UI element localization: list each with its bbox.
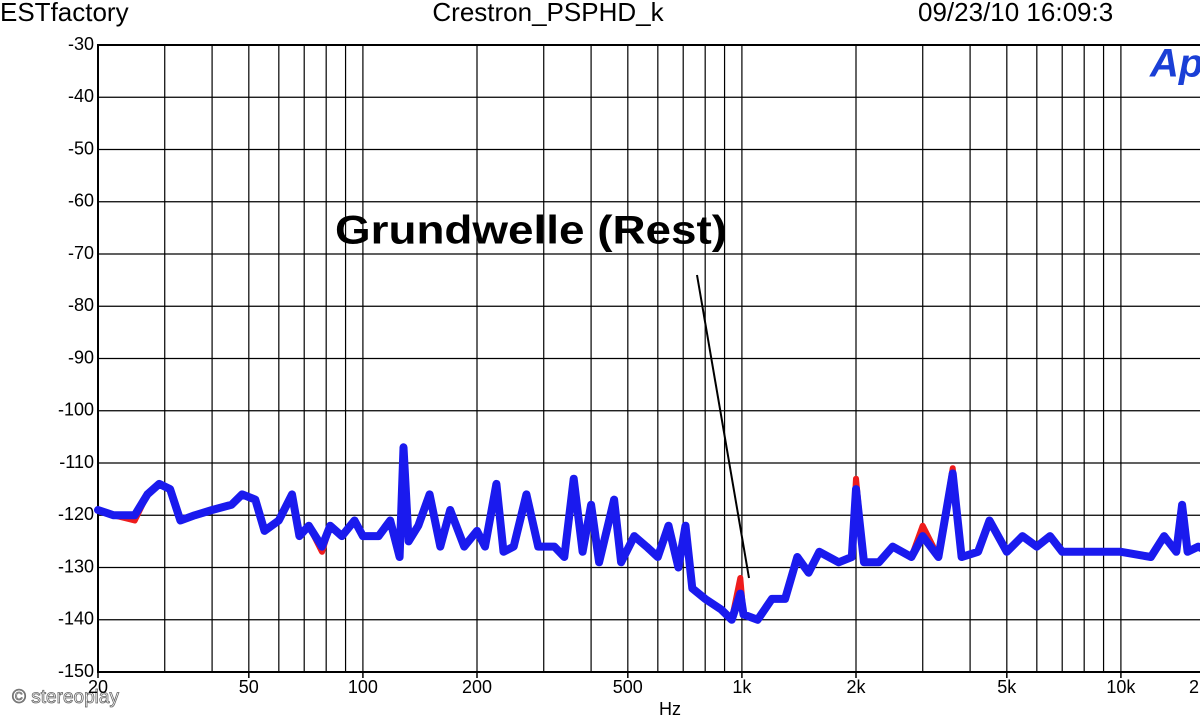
x-tick-label: 2k (846, 677, 866, 697)
watermark: © stereoplay (12, 687, 119, 708)
annotation-pointer (696, 274, 750, 579)
y-tick-label: -40 (68, 86, 94, 106)
chart-title: Crestron_PSPHD_k (432, 0, 664, 27)
y-tick-label: -120 (58, 504, 94, 524)
y-tick-label: -60 (68, 191, 94, 211)
x-tick-label: 5k (997, 677, 1017, 697)
y-tick-label: -150 (58, 661, 94, 681)
grid (97, 44, 1200, 673)
header-right: 09/23/10 16:09:3 (918, 0, 1113, 27)
series-lines (94, 443, 1200, 624)
logo: Ap (1149, 42, 1200, 86)
header-left: ESTfactory (0, 0, 129, 27)
y-tick-label: -110 (59, 452, 94, 472)
y-tick-label: -50 (68, 138, 94, 158)
y-tick-label: -30 (68, 34, 94, 54)
y-tick-label: -70 (68, 243, 94, 263)
x-tick-label: 10k (1106, 677, 1136, 697)
plot-frame (97, 44, 1200, 673)
series-line (94, 443, 1200, 624)
y-tick-label: -140 (58, 609, 94, 629)
x-tick-label: 20 (88, 677, 108, 697)
x-tick-label: 2 (1189, 677, 1199, 697)
x-tick-label: 50 (239, 677, 259, 697)
x-axis-label: Hz (659, 699, 681, 719)
y-tick-label: -130 (58, 556, 94, 576)
x-tick-label: 200 (462, 677, 492, 697)
x-tick-label: 100 (348, 677, 378, 697)
y-tick-label: -100 (58, 400, 94, 420)
y-tick-label: -80 (68, 295, 94, 315)
annotation: Grundwelle (Rest) (335, 209, 727, 253)
x-tick-label: 1k (732, 677, 752, 697)
y-tick-label: -90 (68, 347, 94, 367)
x-tick-label: 500 (613, 677, 643, 697)
